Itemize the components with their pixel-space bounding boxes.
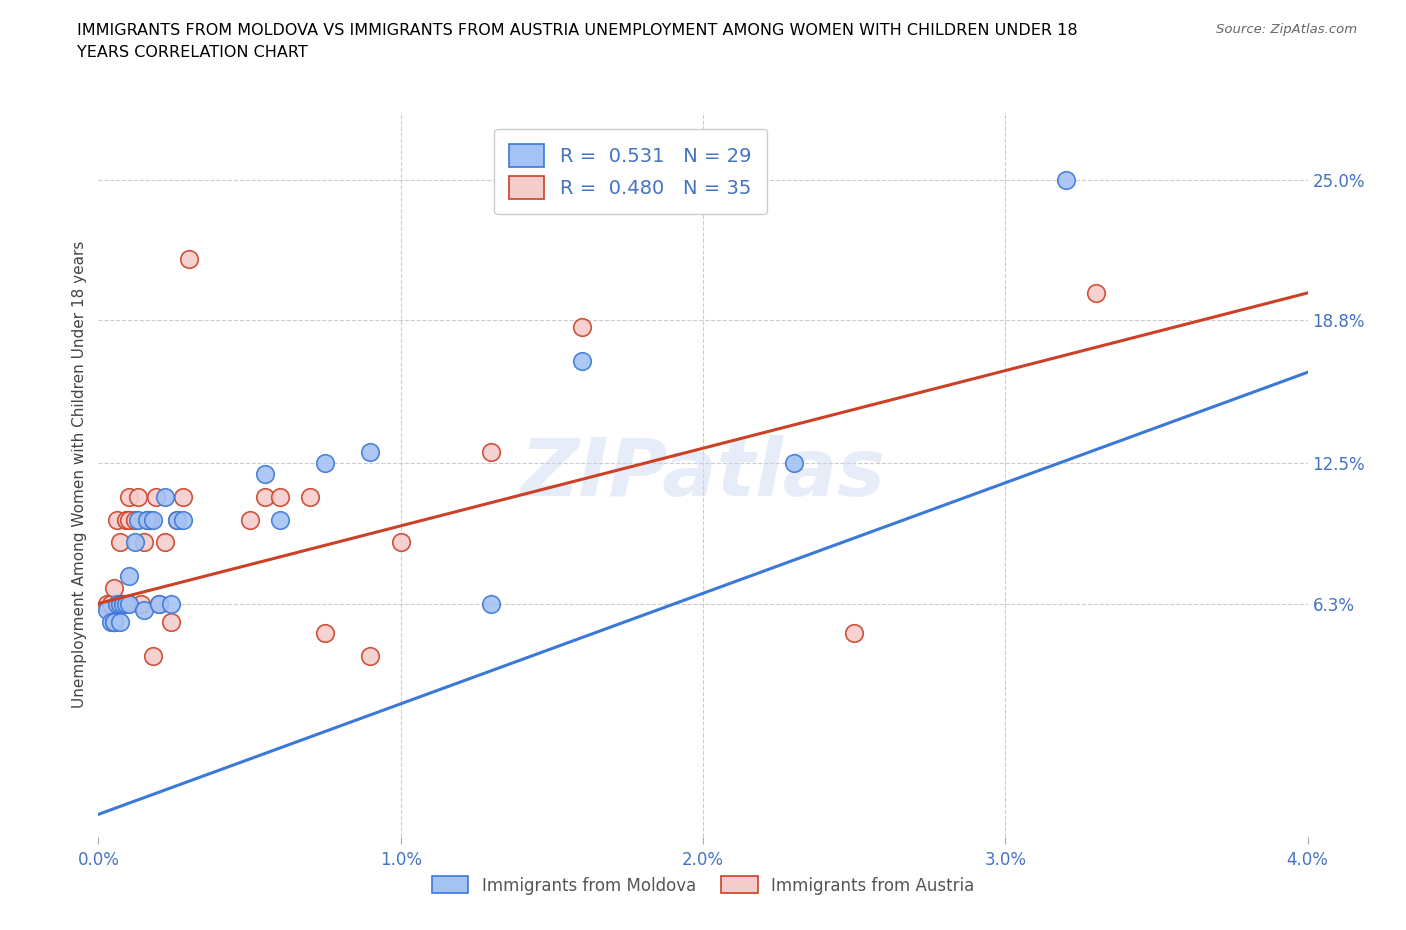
Point [124,512,146,527]
Point [118,489,141,504]
Point [571,353,593,368]
Point [103,614,125,629]
Point [135,512,157,527]
Point [114,596,136,611]
Point [124,535,146,550]
Point [127,512,149,527]
Text: ZIPatlas: ZIPatlas [520,435,886,513]
Text: IMMIGRANTS FROM MOLDOVA VS IMMIGRANTS FROM AUSTRIA UNEMPLOYMENT AMONG WOMEN WITH: IMMIGRANTS FROM MOLDOVA VS IMMIGRANTS FR… [77,23,1078,60]
Point [179,251,201,266]
Point [118,569,141,584]
Point [96,596,118,611]
Point [783,456,806,471]
Point [103,614,125,629]
Point [481,445,503,459]
Point [132,603,155,618]
Point [148,596,170,611]
Point [111,596,134,611]
Point [314,626,336,641]
Point [389,535,412,550]
Point [145,489,167,504]
Point [160,614,183,629]
Point [114,512,136,527]
Point [360,445,382,459]
Point [253,489,276,504]
Point [299,489,322,504]
Point [118,512,141,527]
Point [253,467,276,482]
Point [108,535,131,550]
Point [1085,286,1108,300]
Point [571,320,593,335]
Point [844,626,866,641]
Point [111,596,134,611]
Point [118,596,141,611]
Point [239,512,262,527]
Point [160,596,183,611]
Point [172,512,194,527]
Point [135,512,157,527]
Point [108,614,131,629]
Point [148,596,170,611]
Point [142,512,165,527]
Point [100,596,122,611]
Point [100,614,122,629]
Point [1054,172,1077,187]
Point [153,535,176,550]
Point [166,512,188,527]
Point [360,648,382,663]
Point [127,489,149,504]
Point [139,512,162,527]
Point [153,489,176,504]
Point [103,580,125,595]
Point [105,596,128,611]
Point [108,596,131,611]
Text: Source: ZipAtlas.com: Source: ZipAtlas.com [1216,23,1357,36]
Point [96,603,118,618]
Point [166,512,188,527]
Point [105,512,128,527]
Point [132,535,155,550]
Point [142,648,165,663]
Point [481,596,503,611]
Point [129,596,152,611]
Point [103,614,125,629]
Point [269,489,291,504]
Legend: Immigrants from Moldova, Immigrants from Austria: Immigrants from Moldova, Immigrants from… [425,870,981,901]
Y-axis label: Unemployment Among Women with Children Under 18 years: Unemployment Among Women with Children U… [72,241,87,708]
Point [269,512,291,527]
Point [172,489,194,504]
Point [314,456,336,471]
